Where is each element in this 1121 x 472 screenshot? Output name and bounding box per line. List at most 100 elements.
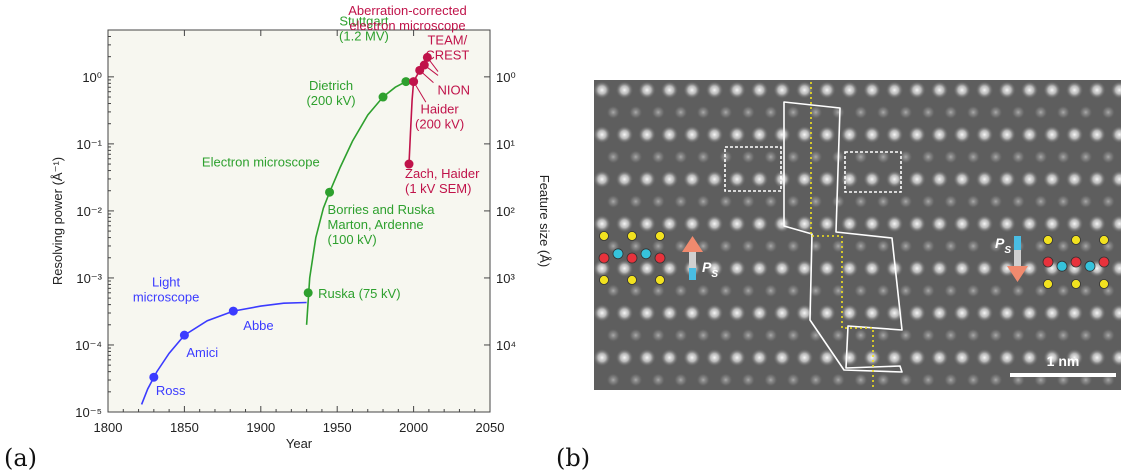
atom-column: [606, 372, 621, 387]
atom-column: [683, 170, 701, 189]
atom-column: [953, 304, 971, 322]
atom-column: [705, 214, 724, 233]
atom-column: [898, 149, 913, 164]
atom-column: [953, 348, 971, 367]
atom-cyan: [1084, 260, 1096, 272]
atom-column: [1043, 304, 1061, 322]
point-label: Haider (200 kV): [415, 102, 464, 132]
x-tick-label: 1800: [94, 420, 123, 435]
atom-column: [1101, 328, 1116, 343]
atom-column: [628, 105, 643, 120]
atom-column: [1065, 81, 1084, 99]
atom-column: [718, 239, 733, 254]
atom-column: [763, 105, 778, 120]
atom-column: [705, 170, 724, 189]
x-tick-label: 1950: [323, 420, 352, 435]
atom-column: [1011, 105, 1026, 120]
atom-yellow: [1099, 235, 1109, 245]
atom-column: [1065, 348, 1084, 367]
atom-column: [705, 304, 724, 322]
point-label: Borries and Ruska Marton, Ardenne (100 kV): [328, 202, 436, 247]
data-point-electron: [401, 77, 411, 87]
atom-column: [988, 149, 1003, 164]
atom-column: [718, 105, 733, 120]
panel-label-b: (b): [556, 444, 590, 472]
data-point-electron: [325, 187, 335, 197]
atom-column: [966, 194, 981, 209]
data-point-light: [149, 372, 159, 382]
x-axis-label: Year: [286, 436, 313, 451]
point-label: Abbe: [243, 318, 273, 333]
atom-column: [1088, 214, 1106, 233]
atom-column: [921, 194, 936, 209]
leader-line: [419, 69, 434, 84]
point-label: Stuttgart (1.2 MV): [339, 14, 389, 44]
chart-panel-a: 1800 1850 1900 1950 2000 2050 10⁻⁵ 10⁻⁴ 10⁻³ 10⁻²…: [50, 3, 552, 451]
atom-column: [651, 328, 666, 343]
atom-column: [1011, 194, 1026, 209]
atom-column: [651, 283, 666, 298]
point-label: Zach, Haider (1 kV SEM): [405, 166, 480, 196]
y-tick-label: 10⁰: [82, 70, 102, 85]
atom-column: [750, 170, 769, 189]
atom-column: [930, 304, 949, 322]
atom-column: [943, 283, 958, 298]
point-label: Dietrich (200 kV): [306, 78, 355, 108]
atom-column: [975, 214, 994, 233]
atom-column: [966, 328, 981, 343]
x-tick-label: 2050: [476, 420, 505, 435]
atom-column: [831, 105, 846, 120]
atom-column: [840, 81, 859, 99]
atom-column: [660, 304, 679, 322]
atom-column: [795, 348, 814, 367]
data-point-light: [228, 306, 238, 316]
atom-yellow: [627, 275, 637, 285]
atom-column: [943, 372, 958, 387]
atom-column: [908, 125, 926, 144]
atom-column: [840, 170, 859, 189]
atom-column: [786, 372, 801, 387]
atom-column: [930, 348, 949, 367]
atom-column: [966, 283, 981, 298]
atom-yellow: [1099, 279, 1109, 289]
atom-red: [654, 252, 666, 264]
atom-column: [1110, 214, 1121, 233]
ps-arrow-down-bar: [1014, 236, 1021, 254]
atom-column: [1056, 328, 1071, 343]
atom-column: [705, 348, 724, 367]
atom-column: [660, 214, 679, 233]
atom-column: [741, 372, 756, 387]
atom-column: [1110, 125, 1121, 144]
atom-red: [626, 252, 638, 264]
unit-cell-left: [724, 146, 782, 192]
atom-column: [898, 372, 913, 387]
atom-column: [1020, 304, 1039, 322]
atom-column: [638, 125, 656, 144]
atom-column: [863, 170, 881, 189]
atom-column: [628, 328, 643, 343]
atom-column: [628, 149, 643, 164]
atom-column: [795, 304, 814, 322]
atom-column: [998, 348, 1016, 367]
x-tick-label: 1900: [246, 420, 275, 435]
y2-axis-label: Feature size (Å): [537, 175, 552, 267]
atom-column: [1088, 125, 1106, 144]
ps-arrow-down-head: [1007, 266, 1028, 282]
atom-column: [921, 283, 936, 298]
atom-column: [988, 105, 1003, 120]
atom-red: [1042, 256, 1054, 268]
atom-column: [863, 81, 881, 99]
atom-column: [975, 170, 994, 189]
atom-column: [898, 283, 913, 298]
ps-arrow-up-head: [682, 236, 703, 252]
atom-column: [683, 348, 701, 367]
atom-column: [1056, 194, 1071, 209]
atom-red: [1098, 256, 1110, 268]
atom-column: [1033, 149, 1048, 164]
atom-column: [975, 125, 994, 144]
atom-column: [840, 214, 859, 233]
atom-column: [818, 214, 836, 233]
atom-column: [1110, 259, 1121, 278]
atom-column: [638, 348, 656, 367]
atom-column: [615, 304, 634, 322]
